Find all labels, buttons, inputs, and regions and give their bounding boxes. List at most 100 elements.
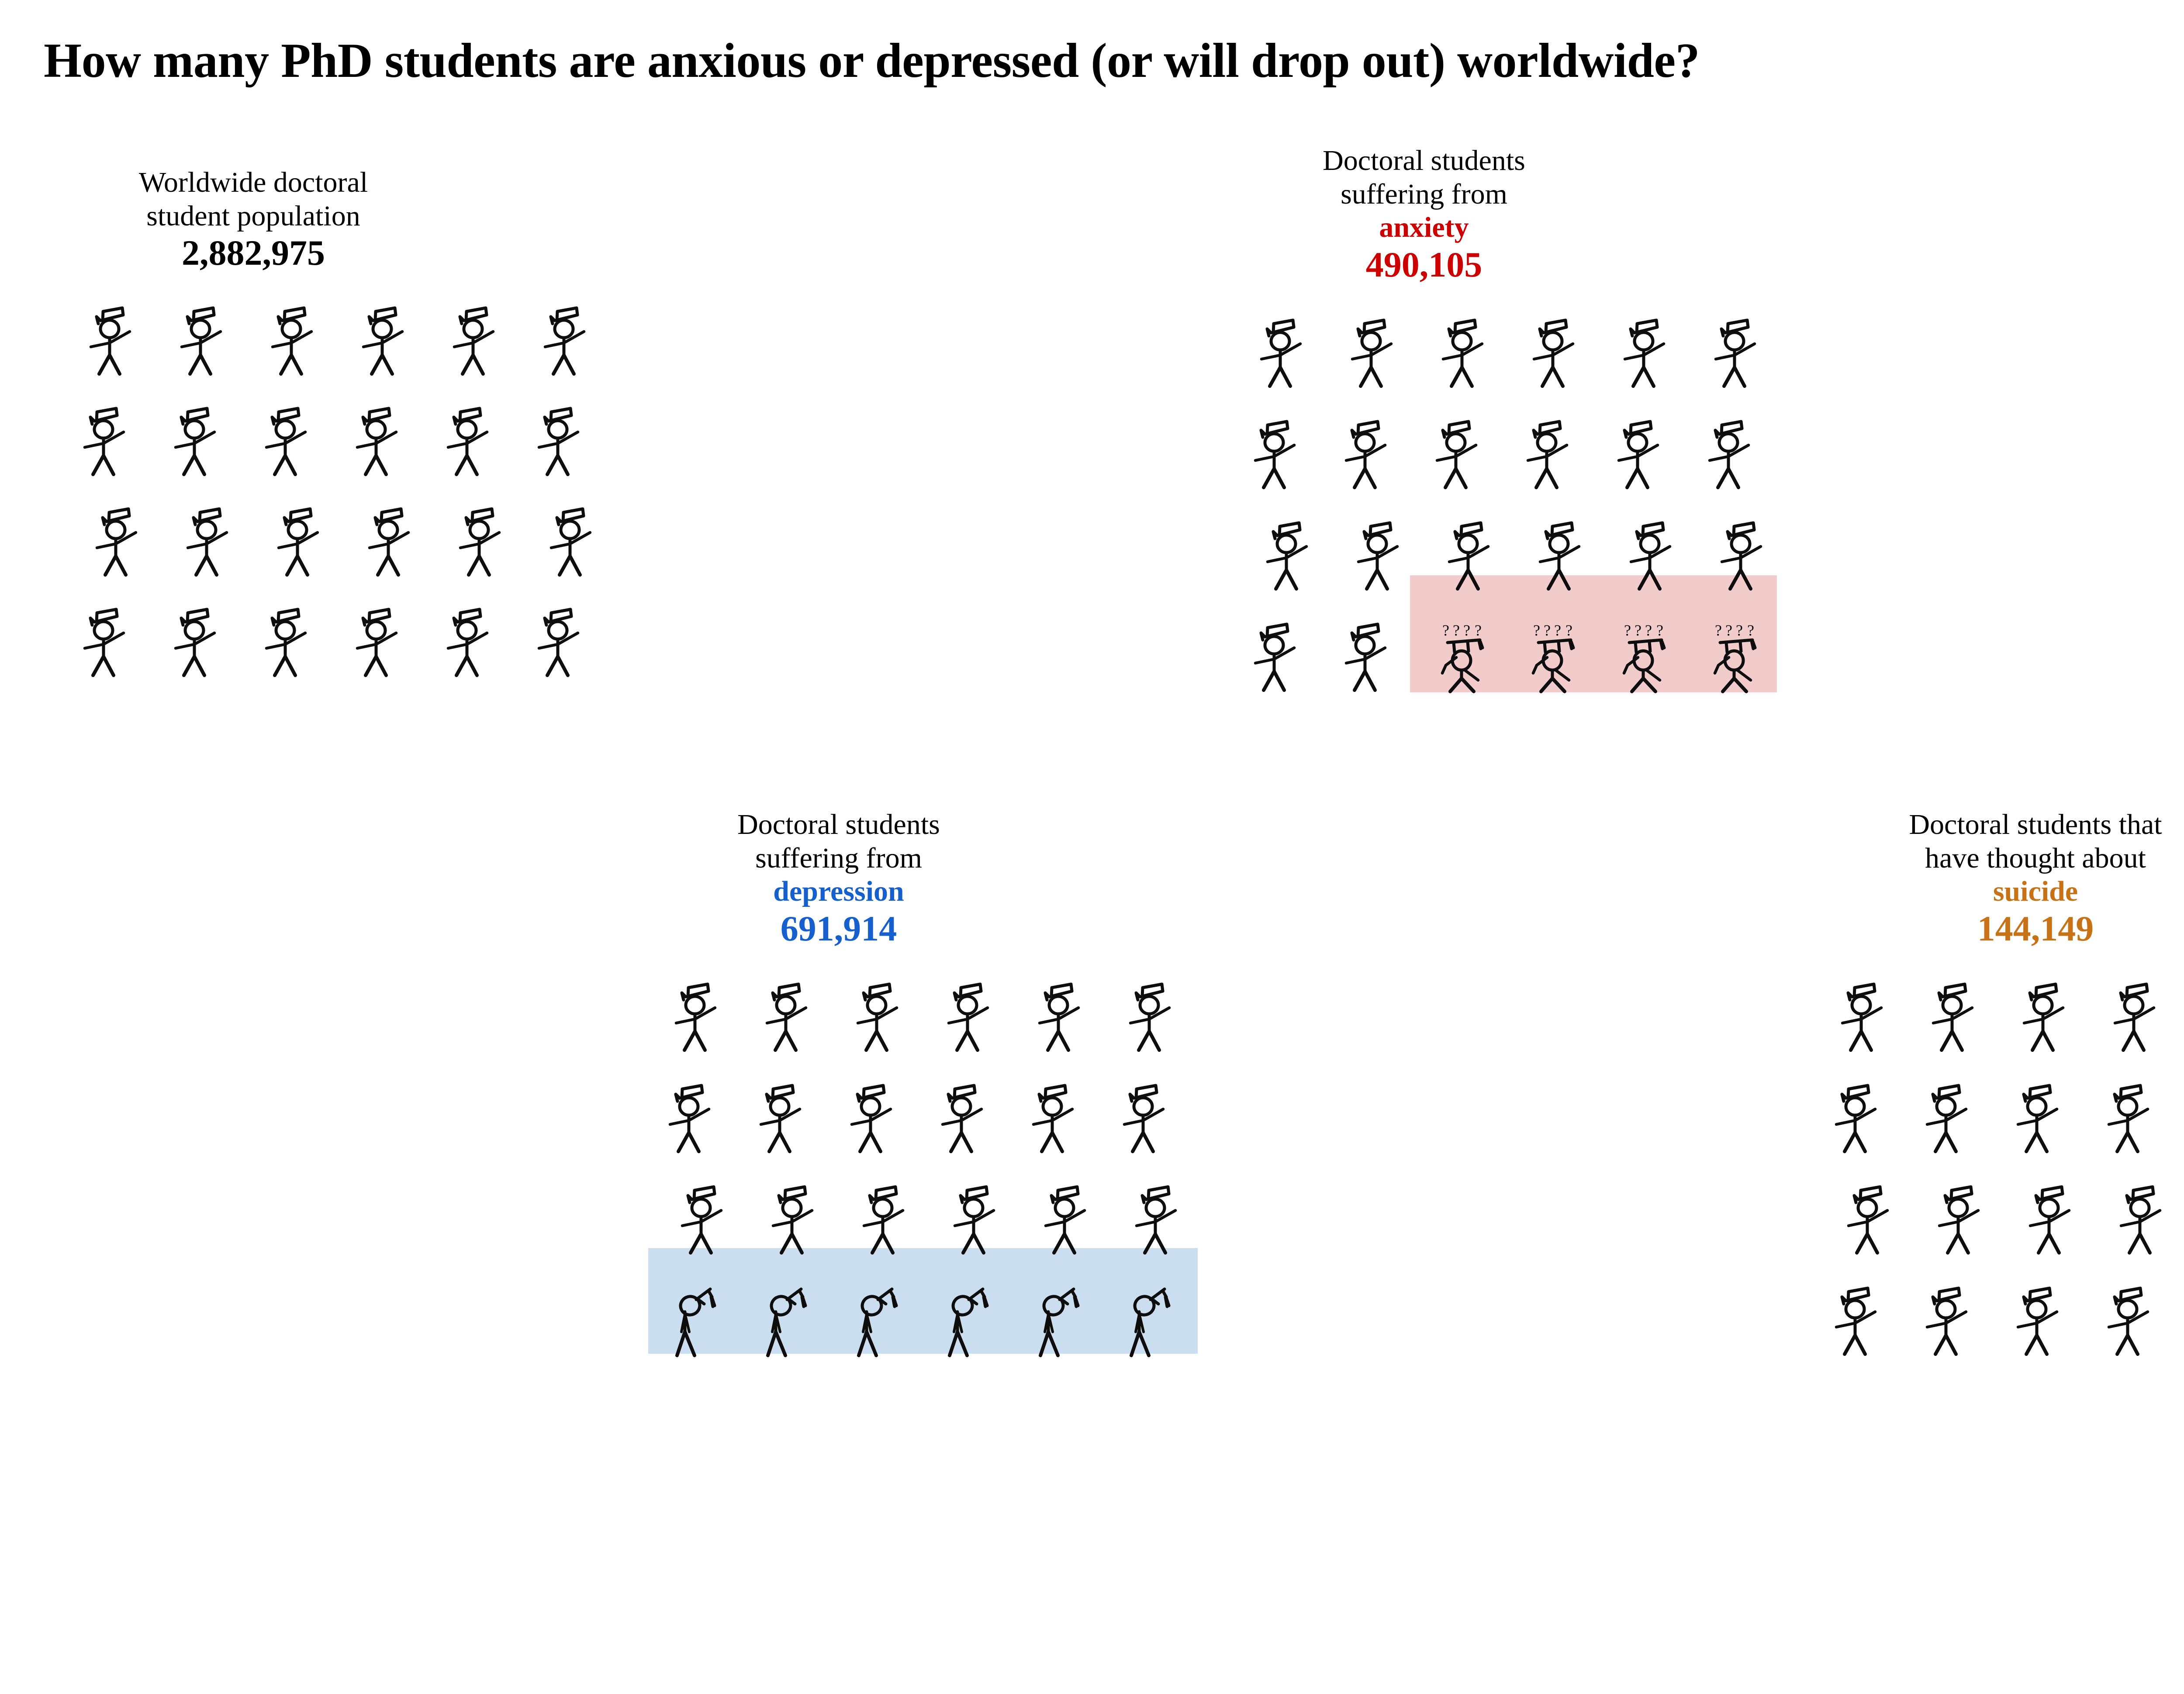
group-caption-depression: Doctoral students suffering from depressio… <box>651 808 1026 948</box>
pictogram-cell <box>338 276 429 376</box>
pictogram-cell <box>156 276 247 376</box>
anxious-stick-figure-with-question-marks: ???? <box>1528 622 1580 694</box>
happy-graduate-stick-figure-icon <box>676 1185 729 1255</box>
pictogram-cell <box>2090 1255 2181 1356</box>
pictogram-cell <box>651 1052 742 1154</box>
pictogram-cell <box>2181 1154 2184 1255</box>
happy-graduate-stick-figure-icon <box>357 306 410 376</box>
pictogram-row <box>1817 1255 2184 1356</box>
caption-line-2: suffering from depression <box>651 842 1026 909</box>
pictogram-cell-affected <box>833 1255 923 1358</box>
pictogram-cell <box>1418 388 1509 490</box>
happy-graduate-stick-figure-icon <box>351 608 404 678</box>
highlight-box-depression <box>648 1248 1198 1354</box>
pictogram-cell <box>1999 1255 2090 1356</box>
pictogram-cell <box>520 276 611 376</box>
happy-graduate-stick-figure-icon <box>1830 1084 1883 1154</box>
anxious-stick-figure-with-question-marks: ???? <box>1710 622 1762 694</box>
pictogram-cell <box>923 951 1014 1052</box>
happy-graduate-stick-figure-icon <box>169 608 222 678</box>
happy-graduate-stick-figure-icon <box>1443 521 1496 591</box>
happy-graduate-stick-figure-icon <box>1027 1084 1080 1154</box>
pictogram-cell <box>742 1154 833 1255</box>
depressed-slumped-stick-figure <box>943 1286 995 1358</box>
pictogram-cell <box>923 1154 1014 1255</box>
pictogram-cell <box>247 577 338 678</box>
happy-graduate-stick-figure-icon <box>1130 1185 1183 1255</box>
happy-graduate-stick-figure-icon <box>761 982 813 1052</box>
pictogram-cell <box>1908 1255 1999 1356</box>
pictogram-cell <box>1600 287 1690 388</box>
group-total-population: 2,882,975 <box>182 233 325 273</box>
depressed-slumped-stick-figure <box>761 1286 813 1358</box>
happy-graduate-stick-figure-icon <box>2012 1084 2064 1154</box>
happy-graduate-stick-figure-icon <box>670 982 722 1052</box>
pictogram-row <box>1817 1052 2184 1154</box>
happy-graduate-stick-figure-icon <box>1040 1185 1092 1255</box>
happy-graduate-stick-figure-icon <box>2018 982 2070 1052</box>
svg-text:?: ? <box>1463 622 1470 639</box>
pictogram-cell <box>1236 591 1327 692</box>
happy-graduate-stick-figure-icon <box>1836 982 1889 1052</box>
happy-graduate-stick-figure-icon <box>1033 982 1086 1052</box>
pictogram-cell <box>1999 1052 2090 1154</box>
happy-graduate-stick-figure-icon <box>1352 521 1405 591</box>
pictogram-cell <box>2181 1052 2184 1154</box>
happy-graduate-stick-figure-icon <box>1261 521 1314 591</box>
happy-graduate-stick-figure-icon <box>858 1185 910 1255</box>
happy-graduate-stick-figure-icon <box>79 608 131 678</box>
happy-graduate-stick-figure-icon <box>266 306 319 376</box>
svg-text:?: ? <box>1624 622 1631 639</box>
pictogram-row <box>66 477 611 577</box>
happy-graduate-stick-figure-icon <box>1255 318 1308 388</box>
happy-graduate-stick-figure-icon <box>2024 1185 2077 1255</box>
pictogram-cell <box>66 376 156 477</box>
pictogram-cell <box>833 951 923 1052</box>
pictogram-row <box>66 276 611 376</box>
happy-graduate-stick-figure-icon <box>1118 1084 1171 1154</box>
pictogram-grid-depression <box>648 951 1198 1358</box>
pictogram-cell <box>1817 1052 1908 1154</box>
pictogram-row <box>651 1052 1196 1154</box>
pictogram-cell <box>742 1052 833 1154</box>
pictogram-cell <box>1327 287 1418 388</box>
pictogram-cell <box>1105 1052 1196 1154</box>
pictogram-cell <box>2181 951 2184 1052</box>
pictogram-cell <box>429 276 520 376</box>
pictogram-cell <box>1908 1052 1999 1154</box>
pictogram-row <box>651 951 1196 1052</box>
happy-graduate-stick-figure-icon <box>949 1185 1001 1255</box>
happy-graduate-stick-figure-icon <box>1613 420 1665 490</box>
happy-graduate-stick-figure-icon <box>1340 420 1393 490</box>
pictogram-cell <box>1817 1154 1908 1255</box>
depressed-slumped-stick-figure <box>852 1286 904 1358</box>
happy-graduate-stick-figure-icon <box>533 608 585 678</box>
pictogram-grid-suicide <box>1817 951 2184 1356</box>
pictogram-cell <box>520 376 611 477</box>
svg-text:?: ? <box>1544 622 1551 639</box>
pictogram-cell <box>66 477 156 577</box>
happy-graduate-stick-figure-icon <box>1625 521 1677 591</box>
pictogram-cell <box>338 376 429 477</box>
pictogram-row <box>1236 490 1781 591</box>
group-caption-suicide: Doctoral students that have thought about… <box>1817 808 2184 948</box>
caption-line-2-text: suffering from <box>1341 178 1507 210</box>
pictogram-cell <box>1236 490 1327 591</box>
caption-highlight-depression: depression <box>773 875 904 908</box>
happy-graduate-stick-figure-icon <box>545 507 598 577</box>
caption-line-1: Doctoral students <box>737 809 940 840</box>
group-total-anxiety: 490,105 <box>1365 244 1482 284</box>
caption-line-2: student population <box>146 200 360 232</box>
happy-graduate-stick-figure-icon <box>755 1084 807 1154</box>
pictogram-cell <box>651 1154 742 1255</box>
pictogram-cell <box>1418 490 1509 591</box>
caption-line-1: Worldwide doctoral <box>138 166 368 198</box>
svg-text:?: ? <box>1475 622 1482 639</box>
happy-graduate-stick-figure-icon <box>1921 1286 1973 1356</box>
pictogram-cell <box>742 951 833 1052</box>
pictogram-grid-anxiety: ???? ???? ???? <box>1236 287 1781 694</box>
pictogram-cell <box>2181 1255 2184 1356</box>
pictogram-cell <box>66 276 156 376</box>
happy-graduate-stick-figure-icon <box>1249 420 1302 490</box>
pictogram-cell <box>520 477 611 577</box>
